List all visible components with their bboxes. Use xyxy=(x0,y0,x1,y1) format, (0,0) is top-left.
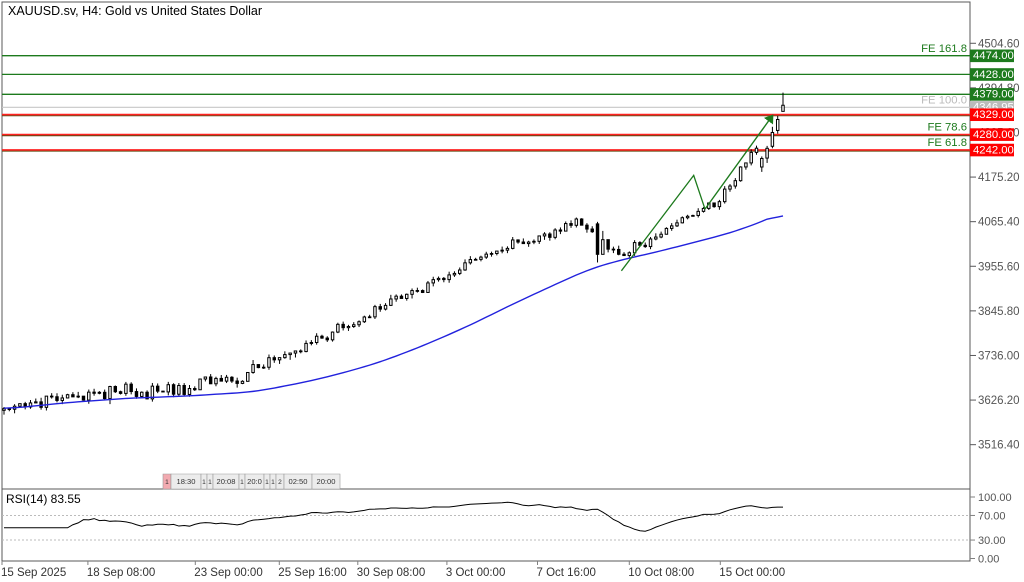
svg-text:4242.00: 4242.00 xyxy=(973,144,1014,156)
svg-text:1: 1 xyxy=(202,479,206,486)
svg-text:3736.00: 3736.00 xyxy=(978,350,1020,362)
svg-text:20:08: 20:08 xyxy=(216,477,235,486)
svg-text:18:30: 18:30 xyxy=(176,477,195,486)
svg-text:4280.00: 4280.00 xyxy=(973,129,1014,141)
svg-text:25 Sep 16:00: 25 Sep 16:00 xyxy=(278,567,346,579)
svg-text:15 Sep 2025: 15 Sep 2025 xyxy=(1,567,66,579)
svg-text:4329.00: 4329.00 xyxy=(973,109,1014,121)
svg-text:FE 161.8: FE 161.8 xyxy=(921,43,967,55)
svg-text:23 Sep 00:00: 23 Sep 00:00 xyxy=(194,567,262,579)
svg-text:FE 78.6: FE 78.6 xyxy=(927,122,967,134)
svg-text:3 Oct 00:00: 3 Oct 00:00 xyxy=(446,567,505,579)
svg-text:2: 2 xyxy=(278,479,282,486)
svg-text:7 Oct 16:00: 7 Oct 16:00 xyxy=(537,567,596,579)
svg-text:4175.20: 4175.20 xyxy=(978,172,1020,184)
svg-text:30 Sep 08:00: 30 Sep 08:00 xyxy=(357,567,425,579)
svg-text:4379.00: 4379.00 xyxy=(973,89,1014,101)
svg-text:02:50: 02:50 xyxy=(288,477,307,486)
svg-text:20:0: 20:0 xyxy=(247,477,262,486)
svg-text:1: 1 xyxy=(240,479,244,486)
svg-text:20:00: 20:00 xyxy=(316,477,335,486)
svg-text:3516.40: 3516.40 xyxy=(978,440,1020,452)
svg-text:10 Oct 08:00: 10 Oct 08:00 xyxy=(628,567,694,579)
svg-text:3845.80: 3845.80 xyxy=(978,306,1020,318)
svg-text:3626.20: 3626.20 xyxy=(978,395,1020,407)
svg-text:1: 1 xyxy=(165,479,169,486)
svg-text:100.00: 100.00 xyxy=(978,492,1012,504)
svg-text:RSI(14) 83.55: RSI(14) 83.55 xyxy=(6,492,81,506)
svg-text:4428.00: 4428.00 xyxy=(973,69,1014,81)
svg-text:0.00: 0.00 xyxy=(978,554,999,566)
svg-text:FE 61.8: FE 61.8 xyxy=(927,137,967,149)
svg-text:4474.00: 4474.00 xyxy=(973,50,1014,62)
svg-text:3955.60: 3955.60 xyxy=(978,261,1020,273)
svg-text:1: 1 xyxy=(265,479,269,486)
svg-text:70.00: 70.00 xyxy=(978,510,1006,522)
svg-text:15 Oct 00:00: 15 Oct 00:00 xyxy=(719,567,785,579)
svg-text:30.00: 30.00 xyxy=(978,535,1006,547)
svg-text:FE 100.0: FE 100.0 xyxy=(921,95,967,107)
svg-text:1: 1 xyxy=(271,479,275,486)
svg-text:4504.60: 4504.60 xyxy=(978,38,1020,50)
svg-text:XAUUSD.sv, H4: Gold vs United: XAUUSD.sv, H4: Gold vs United States Dol… xyxy=(8,4,262,18)
svg-text:18 Sep 08:00: 18 Sep 08:00 xyxy=(87,567,155,579)
svg-text:4065.40: 4065.40 xyxy=(978,217,1020,229)
svg-text:1: 1 xyxy=(208,479,212,486)
